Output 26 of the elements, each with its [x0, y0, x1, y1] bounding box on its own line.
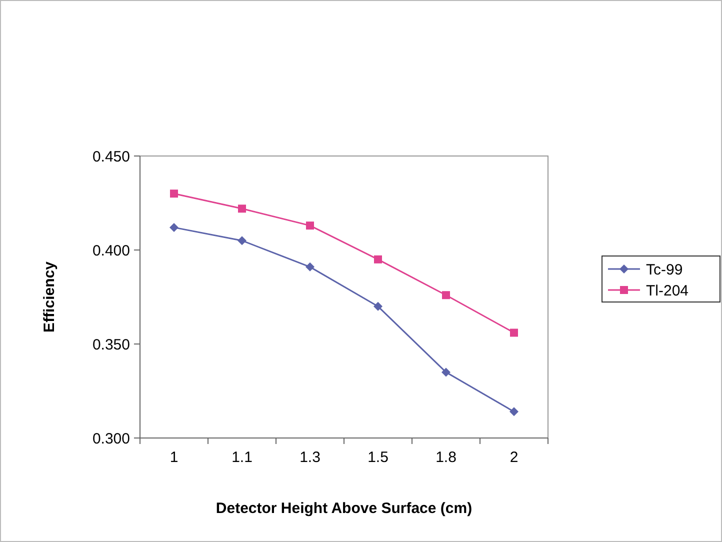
x-tick-label: 1: [170, 449, 178, 466]
point: [238, 204, 246, 213]
x-tick-label: 1.5: [368, 449, 388, 466]
x-axis-title: Detector Height Above Surface (cm): [216, 500, 472, 517]
point: [510, 328, 518, 337]
y-tick-label: 0.300: [92, 430, 130, 448]
point: [442, 368, 450, 377]
y-tick-label: 0.350: [92, 336, 130, 354]
point: [510, 407, 518, 416]
point: [170, 190, 178, 198]
legend-label: Tl-204: [646, 282, 689, 300]
x-tick-label: 1.8: [436, 449, 456, 466]
x-tick-label: 1.3: [300, 449, 320, 466]
point: [306, 222, 314, 230]
legend-label: Tc-99: [646, 261, 683, 278]
point: [442, 291, 450, 300]
y-tick-label: 0.450: [92, 148, 130, 166]
point: [170, 222, 178, 232]
y-tick-label: 0.400: [92, 242, 130, 260]
x-tick-label: 1.1: [232, 449, 252, 466]
point: [374, 302, 382, 311]
y-axis-title: Efficiency: [41, 260, 58, 332]
x-tick-label: 2: [510, 449, 518, 466]
point: [238, 236, 246, 246]
point: [306, 262, 314, 272]
point: [374, 255, 382, 264]
